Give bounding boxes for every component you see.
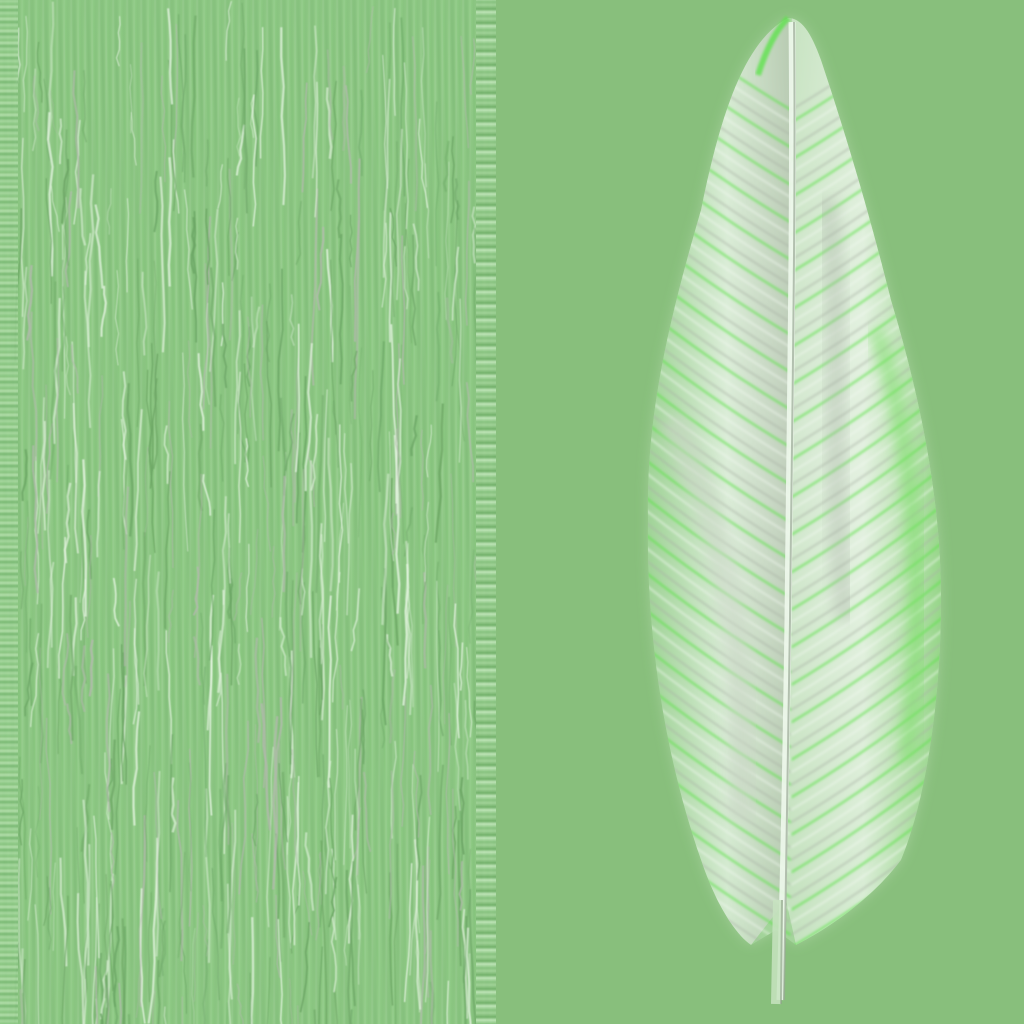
- leaf-panel: [496, 0, 1024, 1024]
- leaf-midrib: [776, 21, 797, 1001]
- bark-texture-panel: [0, 0, 496, 1024]
- bark-right-edge: [476, 0, 496, 1024]
- leaf-stem: [771, 899, 783, 1005]
- bark-grain-lines: [13, 0, 480, 1024]
- bark-left-edge: [0, 0, 18, 1024]
- leaf-shape: [647, 15, 941, 1005]
